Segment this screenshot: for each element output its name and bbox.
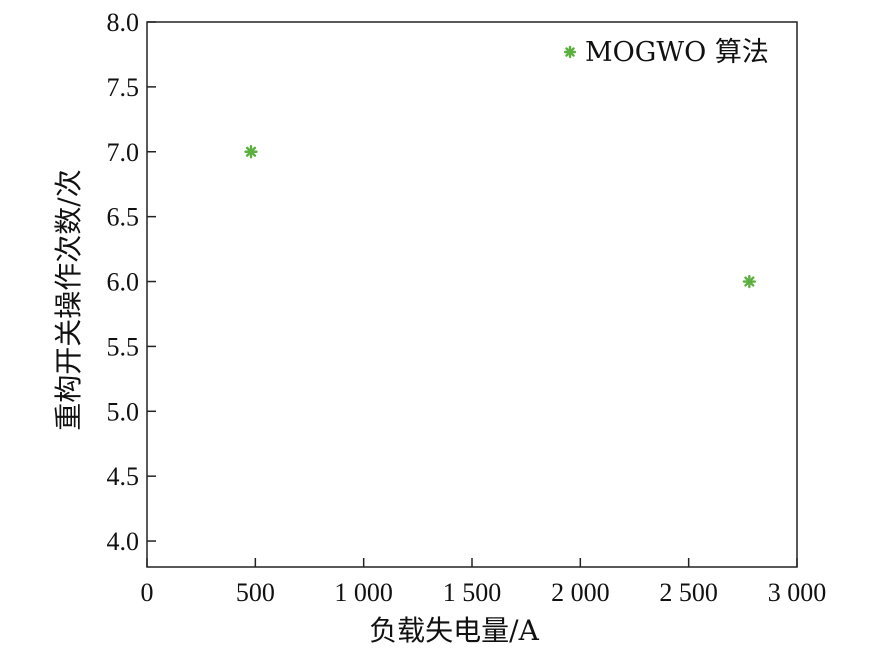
x-tick-label: 0 [141, 578, 154, 607]
y-tick-label: 8.0 [107, 8, 140, 37]
x-tick-label: 500 [236, 578, 275, 607]
x-tick-label: 2 000 [551, 578, 610, 607]
y-tick-label: 6.0 [107, 268, 140, 297]
x-tick-label: 1 500 [443, 578, 502, 607]
data-point [742, 274, 757, 289]
y-tick-label: 5.5 [107, 332, 140, 361]
y-tick-label: 5.0 [107, 397, 140, 426]
x-tick-label: 3 000 [768, 578, 827, 607]
x-axis-title: 负载失电量/A [369, 614, 539, 647]
y-axis-title: 重构开关操作次数/次 [52, 169, 85, 430]
legend: MOGWO 算法 [563, 37, 769, 68]
y-tick-label: 7.5 [107, 73, 140, 102]
data-point [244, 145, 258, 159]
x-axis: 0 500 1 000 1 500 2 000 2 500 3 000 [141, 558, 827, 607]
x-tick-label: 2 500 [659, 578, 718, 607]
legend-marker [563, 45, 577, 59]
data-points [244, 145, 757, 289]
y-tick-label: 6.5 [107, 203, 140, 232]
x-tick-label: 1 000 [334, 578, 393, 607]
plot-area-frame [146, 21, 798, 568]
y-tick-label: 4.0 [107, 527, 140, 556]
y-tick-label: 7.0 [107, 138, 140, 167]
y-axis: 4.0 4.5 5.0 5.5 6.0 6.5 7.0 7.5 8.0 [107, 8, 156, 556]
y-tick-label: 4.5 [107, 462, 140, 491]
legend-label: MOGWO 算法 [585, 37, 769, 68]
